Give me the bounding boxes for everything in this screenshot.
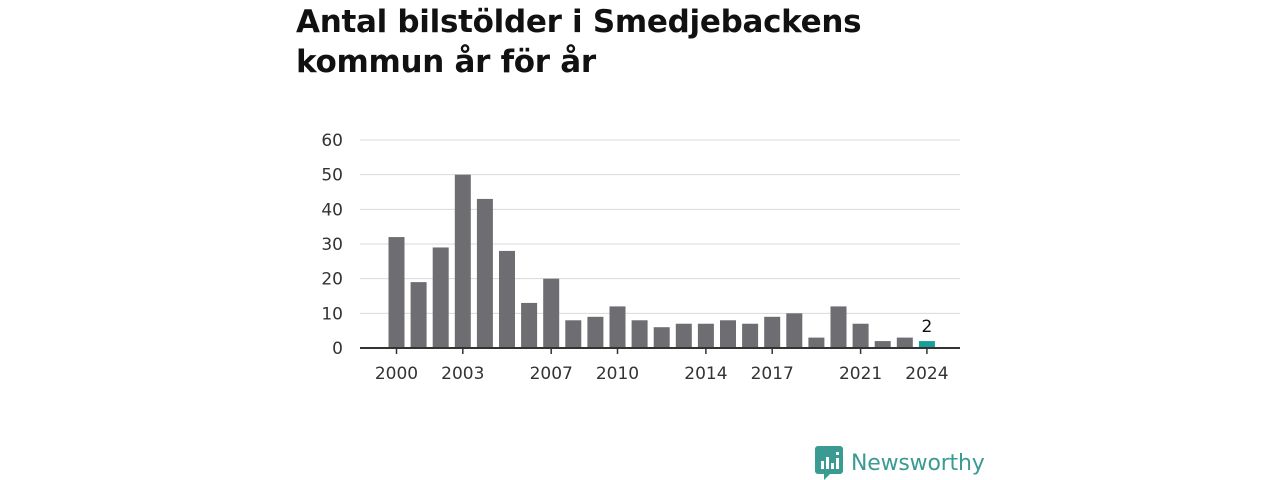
x-tick-label: 2000 xyxy=(375,364,418,384)
bar-highlighted xyxy=(918,341,935,348)
data-labels: 2 xyxy=(921,317,932,337)
x-tick-label: 2010 xyxy=(596,364,639,384)
bar xyxy=(565,320,582,348)
bar xyxy=(742,323,759,348)
x-axis-ticks: 2000 2003 2007 2010 2014 2017 2021 2024 xyxy=(375,348,949,384)
bars xyxy=(388,174,935,348)
y-axis-tick-labels: 0 10 20 30 40 50 60 xyxy=(321,131,343,359)
chart-title-line-2: kommun år för år xyxy=(296,44,596,80)
x-tick-label: 2014 xyxy=(684,364,727,384)
chart-title: Antal bilstölder i Smedjebackens kommun … xyxy=(296,2,862,82)
x-tick-label: 2021 xyxy=(839,364,882,384)
bar xyxy=(852,323,869,348)
y-tick-label: 50 xyxy=(321,166,343,186)
x-tick-label: 2017 xyxy=(751,364,794,384)
y-tick-label: 0 xyxy=(332,339,343,359)
y-tick-label: 30 xyxy=(321,235,343,255)
newsworthy-logo-icon xyxy=(815,446,843,480)
bar xyxy=(609,306,626,348)
bar xyxy=(410,282,427,348)
bar xyxy=(432,247,449,348)
bar xyxy=(543,278,560,348)
data-label: 2 xyxy=(921,317,932,337)
y-tick-label: 60 xyxy=(321,131,343,151)
bar xyxy=(454,174,471,348)
bar xyxy=(786,313,803,348)
x-tick-label: 2024 xyxy=(905,364,948,384)
y-tick-label: 20 xyxy=(321,270,343,290)
bar xyxy=(697,323,714,348)
bar xyxy=(896,337,913,348)
newsworthy-brand: Newsworthy xyxy=(815,446,985,480)
bar xyxy=(476,198,493,348)
bar xyxy=(874,341,891,348)
y-tick-label: 40 xyxy=(321,200,343,220)
x-tick-label: 2003 xyxy=(441,364,484,384)
bar xyxy=(521,302,538,348)
bar xyxy=(720,320,736,348)
bar xyxy=(388,237,405,348)
bar xyxy=(830,306,847,348)
gridlines xyxy=(360,139,960,314)
bar xyxy=(808,337,825,348)
brand-name: Newsworthy xyxy=(851,450,985,476)
x-tick-label: 2007 xyxy=(530,364,573,384)
bar xyxy=(499,250,515,348)
bar xyxy=(675,323,692,348)
bar xyxy=(587,316,604,348)
bar xyxy=(631,320,648,348)
y-tick-label: 10 xyxy=(321,304,343,324)
bar xyxy=(764,316,781,348)
chart-title-line-1: Antal bilstölder i Smedjebackens xyxy=(296,4,862,40)
bar xyxy=(653,327,670,348)
